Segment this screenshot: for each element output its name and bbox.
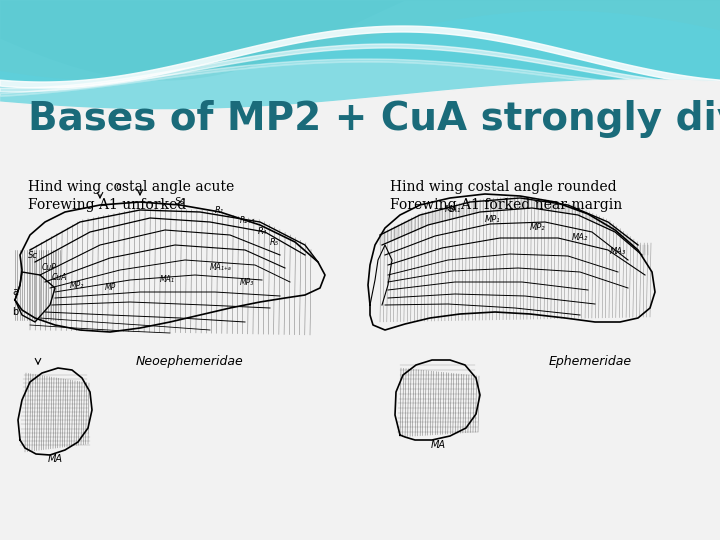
Text: MP₁: MP₁ <box>485 215 500 224</box>
Text: Hind wing costal angle rounded
Forewing A1 forked near margin: Hind wing costal angle rounded Forewing … <box>390 180 622 212</box>
Text: R₂₊₃: R₂₊₃ <box>240 216 256 225</box>
Text: Hind wing costal angle acute
Forewing A1 unforked: Hind wing costal angle acute Forewing A1… <box>28 180 234 212</box>
Text: c: c <box>115 182 121 192</box>
Text: R₁: R₁ <box>215 206 224 215</box>
Text: MP₂: MP₂ <box>70 281 84 290</box>
Text: CuA: CuA <box>52 273 68 282</box>
Text: Sc: Sc <box>28 251 38 260</box>
Text: Bases of MP2 + CuA strongly divergent: Bases of MP2 + CuA strongly divergent <box>28 100 720 138</box>
Text: Ephemeridae: Ephemeridae <box>549 355 631 368</box>
Text: MA₁: MA₁ <box>445 205 462 214</box>
Text: MA: MA <box>48 454 63 464</box>
Text: CuP: CuP <box>42 263 57 272</box>
Text: MA: MA <box>431 440 446 450</box>
Text: MA₂: MA₂ <box>572 233 588 242</box>
Text: Sc: Sc <box>175 197 186 206</box>
Text: MP₃: MP₃ <box>240 278 254 287</box>
Text: a: a <box>12 287 18 297</box>
Text: MA₁: MA₁ <box>160 275 175 284</box>
Text: Neoephemeridae: Neoephemeridae <box>136 355 244 368</box>
Text: MP₂: MP₂ <box>530 223 546 232</box>
Text: b: b <box>12 307 18 317</box>
Text: MA₁₊ₐ: MA₁₊ₐ <box>210 263 232 272</box>
Text: MA₃: MA₃ <box>610 247 626 256</box>
Text: R₄: R₄ <box>258 227 267 236</box>
Text: R₅: R₅ <box>270 238 279 247</box>
Text: MP: MP <box>105 283 116 292</box>
